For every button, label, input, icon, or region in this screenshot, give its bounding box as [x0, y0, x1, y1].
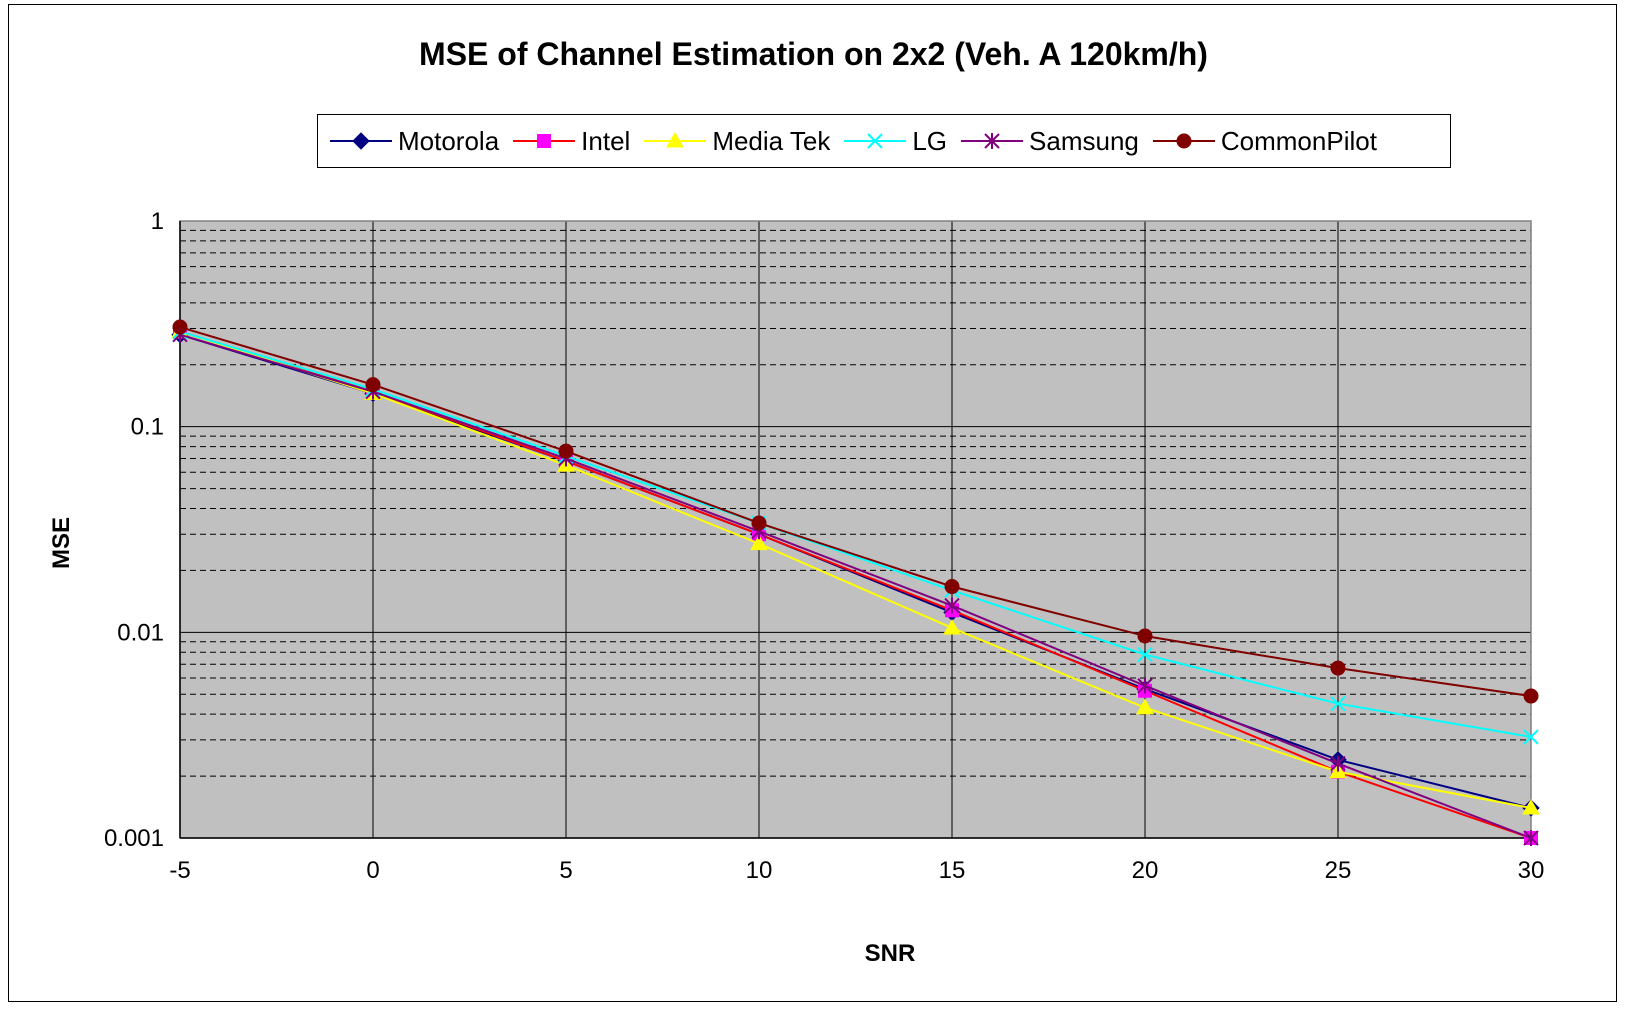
series-line-media-tek — [179, 330, 1532, 809]
data-point-commonpilot — [944, 579, 960, 595]
legend-item-samsung: Samsung — [959, 126, 1139, 157]
legend-label: Samsung — [1029, 125, 1139, 156]
legend-swatch-samsung — [961, 133, 1024, 149]
data-point-media-tek — [1136, 698, 1154, 715]
data-point-lg — [1137, 646, 1153, 663]
legend-marker — [666, 131, 685, 148]
y-tick-label: 0.01 — [117, 619, 164, 646]
legend-item-commonpilot: CommonPilot — [1151, 126, 1377, 157]
legend-label: Intel — [581, 125, 631, 156]
data-point-commonpilot — [1330, 660, 1346, 676]
data-point-commonpilot — [172, 319, 188, 335]
legend-label: Motorola — [398, 125, 500, 156]
y-tick-label: 1 — [151, 208, 164, 235]
legend-label: LG — [912, 125, 948, 156]
data-point-commonpilot — [365, 377, 381, 393]
legend-item-motorola: Motorola — [328, 126, 499, 157]
legend-swatch-media-tek — [644, 131, 707, 148]
plot-background — [180, 221, 1531, 838]
legend-marker — [984, 133, 1000, 149]
legend-item-media-tek: Media Tek — [642, 126, 830, 157]
legend-item-intel: Intel — [511, 126, 630, 157]
data-point-commonpilot — [751, 515, 767, 531]
legend-label: CommonPilot — [1220, 125, 1377, 156]
x-axis-title: SNR — [864, 940, 916, 967]
legend-swatch-intel — [513, 134, 576, 148]
data-point-media-tek — [943, 618, 961, 635]
legend-swatch-lg — [844, 133, 907, 149]
x-tick-label: 30 — [1518, 857, 1545, 884]
series-line-samsung — [179, 333, 1532, 839]
legend-marker — [537, 134, 552, 148]
data-point-media-tek — [750, 534, 768, 551]
data-point-samsung — [1137, 677, 1153, 694]
data-point-media-tek — [1522, 798, 1540, 815]
data-point-lg — [1523, 729, 1539, 745]
data-point-commonpilot — [1523, 688, 1539, 704]
x-tick-label: -5 — [169, 857, 190, 884]
x-tick-label: 5 — [559, 857, 572, 884]
data-point-lg — [1330, 695, 1346, 712]
chart-title: MSE of Channel Estimation on 2x2 (Veh. A… — [419, 36, 1208, 72]
data-point-samsung — [1523, 830, 1539, 846]
x-tick-label: 10 — [746, 857, 773, 884]
x-tick-label: 0 — [366, 857, 379, 884]
legend-swatch-motorola — [330, 132, 392, 150]
y-tick-label: 0.1 — [131, 414, 164, 441]
legend-marker — [352, 132, 370, 150]
legend-marker — [867, 133, 884, 149]
series-line-commonpilot — [179, 326, 1532, 698]
series-line-lg — [179, 330, 1532, 738]
series-commonpilot — [172, 319, 1539, 704]
legend-marker — [1176, 133, 1192, 149]
data-point-commonpilot — [558, 443, 574, 459]
data-point-samsung — [1330, 755, 1346, 772]
x-tick-label: 15 — [939, 857, 966, 884]
y-axis-title: MSE — [48, 516, 75, 570]
x-tick-label: 25 — [1325, 857, 1352, 884]
legend: Motorola Intel Media Tek LG Samsung CommonPil… — [317, 114, 1451, 168]
legend-item-lg: LG — [842, 126, 947, 157]
x-tick-label: 20 — [1132, 857, 1159, 884]
data-point-commonpilot — [1137, 628, 1153, 644]
y-tick-label: 0.001 — [104, 825, 164, 852]
legend-label: Media Tek — [712, 125, 831, 156]
legend-swatch-commonpilot — [1152, 133, 1215, 149]
data-point-samsung — [944, 597, 960, 614]
